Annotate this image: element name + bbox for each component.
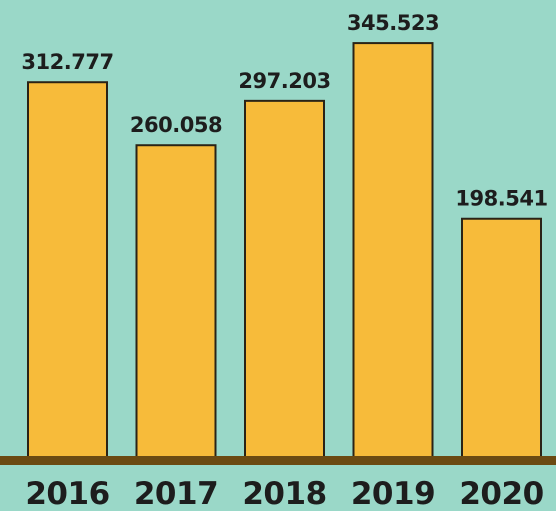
value-label-2016: 312.777 [21, 50, 113, 74]
value-labels-group: 312.777 260.058 297.203 345.523 198.541 [21, 11, 548, 211]
category-label-2016: 2016 [25, 476, 109, 511]
value-label-2018: 297.203 [238, 69, 330, 93]
value-label-2017: 260.058 [130, 113, 222, 137]
value-label-2019: 345.523 [347, 11, 439, 35]
value-label-2020: 198.541 [455, 187, 547, 211]
bars-group [27, 42, 542, 460]
category-labels-group: 2016 2017 2018 2019 2020 [25, 476, 544, 511]
bar-2020 [461, 217, 542, 459]
x-axis-baseline [0, 456, 556, 465]
category-label-2020: 2020 [459, 476, 543, 511]
category-label-2018: 2018 [242, 476, 326, 511]
category-label-2017: 2017 [134, 476, 218, 511]
bar-2017 [135, 144, 217, 459]
bar-2019 [352, 42, 434, 460]
category-label-2019: 2019 [351, 476, 435, 511]
bar-2018 [244, 99, 325, 460]
bar-2016 [27, 81, 108, 460]
